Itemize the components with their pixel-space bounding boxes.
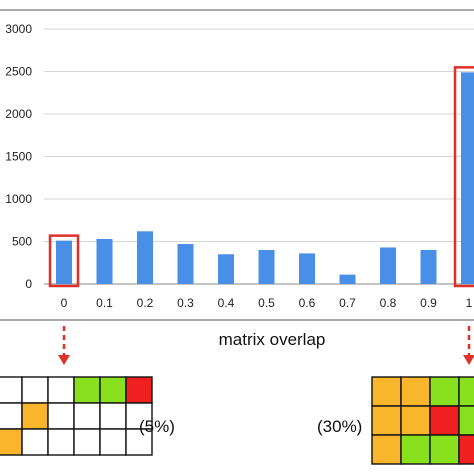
highlight-box <box>453 66 474 288</box>
bar <box>137 231 153 284</box>
x-tick-label: 0.7 <box>339 296 356 310</box>
x-tick-label: 0.4 <box>218 296 235 310</box>
matrix-cell <box>73 402 101 430</box>
matrix-cell <box>458 434 474 465</box>
arrows <box>58 326 474 365</box>
x-tick-label: 1 <box>466 296 473 310</box>
bar <box>380 247 396 284</box>
left-percent-label: (5%) <box>139 417 175 436</box>
matrix-cell <box>0 428 23 456</box>
bar <box>96 238 113 284</box>
right-arrow <box>463 326 474 365</box>
matrix-cell <box>47 428 75 456</box>
bar <box>258 250 275 284</box>
x-tick-label: 0.3 <box>177 296 194 310</box>
y-tick-label: 2000 <box>5 107 32 121</box>
bar <box>56 240 72 284</box>
matrix-cell <box>429 434 460 465</box>
arrow-head <box>58 355 70 365</box>
matrix-cell <box>21 376 49 404</box>
highlight-box <box>48 234 80 288</box>
matrix-cell <box>21 402 49 430</box>
bar <box>299 253 315 284</box>
matrix-cell <box>458 376 474 407</box>
y-axis-tick-labels: 0 500 1000 1500 2000 2500 3000 <box>5 22 32 291</box>
matrix-cell <box>371 434 402 465</box>
y-tick-label: 2500 <box>5 65 32 79</box>
x-tick-label: 0.6 <box>299 296 316 310</box>
left-example-matrix <box>0 376 153 456</box>
matrix-cell <box>0 376 23 404</box>
y-tick-label: 1000 <box>5 192 32 206</box>
y-tick-label: 0 <box>25 277 32 291</box>
bars <box>56 72 474 284</box>
matrix-cell <box>400 376 431 407</box>
x-tick-label: 0.5 <box>258 296 275 310</box>
x-tick-label: 0 <box>61 296 68 310</box>
matrix-cell <box>400 434 431 465</box>
matrix-cell <box>0 402 23 430</box>
matrix-cell <box>371 376 402 407</box>
x-tick-label: 0.2 <box>137 296 154 310</box>
arrow-head <box>463 355 474 365</box>
matrix-cell <box>125 428 153 456</box>
bar <box>339 274 356 284</box>
x-tick-label: 0.9 <box>420 296 437 310</box>
matrix-cell <box>429 405 460 436</box>
matrix-cell <box>21 428 49 456</box>
matrix-cell <box>99 402 127 430</box>
matrix-cell <box>429 376 460 407</box>
bar <box>177 244 194 284</box>
matrix-cell <box>99 428 127 456</box>
bar <box>218 254 234 284</box>
bar <box>420 250 437 284</box>
matrix-cell <box>47 376 75 404</box>
matrix-cell <box>125 376 153 404</box>
matrix-cell <box>47 402 75 430</box>
bar <box>461 72 474 284</box>
highlight-boxes <box>48 66 474 288</box>
right-example-matrix <box>371 376 474 465</box>
matrix-cell <box>400 405 431 436</box>
x-axis-tick-labels: 0 0.1 0.2 0.3 0.4 0.5 0.6 0.7 0.8 0.9 1 <box>61 296 473 310</box>
matrix-cell <box>99 376 127 404</box>
matrix-cell <box>73 376 101 404</box>
y-tick-label: 1500 <box>5 150 32 164</box>
matrix-cell <box>371 405 402 436</box>
matrix-cell <box>73 428 101 456</box>
y-tick-label: 3000 <box>5 22 32 36</box>
y-tick-label: 500 <box>12 235 32 249</box>
x-tick-label: 0.1 <box>96 296 113 310</box>
x-axis-title: matrix overlap <box>219 330 326 349</box>
matrix-cell <box>458 405 474 436</box>
gridlines <box>44 28 474 285</box>
left-arrow <box>58 326 70 365</box>
x-tick-label: 0.8 <box>380 296 397 310</box>
right-percent-label: (30%) <box>317 417 362 436</box>
